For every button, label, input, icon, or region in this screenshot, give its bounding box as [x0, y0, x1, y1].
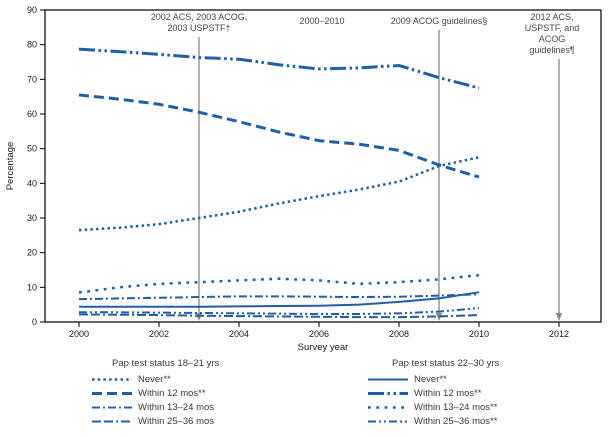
x-tick-label: 2010 — [469, 329, 489, 339]
annotation-2009-guidelines: 2009 ACOG guidelines§ — [390, 16, 488, 26]
x-tick-label: 2012 — [549, 329, 569, 339]
legend-group-18-21: Pap test status 18–21 yrs Never** Within … — [84, 358, 219, 428]
x-tick-label: 2008 — [389, 329, 409, 339]
legend-title-22-30: Pap test status 22–30 yrs — [392, 358, 500, 369]
y-tick-label: 70 — [27, 74, 37, 84]
y-tick-label: 60 — [27, 109, 37, 119]
x-tick-label: 2002 — [149, 329, 169, 339]
y-tick-label: 80 — [27, 40, 37, 50]
y-tick-label: 90 — [27, 5, 37, 15]
y-tick-label: 0 — [32, 317, 37, 327]
annotation-period-label: 2000–2010 — [299, 16, 345, 26]
legend-item-within-25-36-mos-22-30: Within 25–36 mos** — [360, 414, 499, 428]
y-tick-label: 10 — [27, 282, 37, 292]
legend-item-within-13-24-mos-22-30: Within 13–24 mos** — [360, 400, 499, 414]
legend-label: Within 25–36 mos — [138, 415, 215, 427]
legend-swatch-within-13-24-mos-22-30 — [360, 404, 408, 411]
legend-label: Within 12 mos** — [138, 387, 206, 399]
series-line-within-13-24-mos-22-30 — [78, 273, 480, 294]
guideline-arrow-2012 — [555, 313, 563, 321]
x-tick-label: 2006 — [309, 329, 329, 339]
legend-title-18-21: Pap test status 18–21 yrs — [112, 358, 220, 369]
legend-item-never-18-21: Never** — [84, 372, 219, 386]
legend-swatch-within-25-36-mos-18-21 — [84, 418, 132, 425]
y-tick-label: 50 — [27, 144, 37, 154]
y-axis-title: Percentage — [5, 142, 16, 191]
legend-swatch-never-22-30 — [360, 376, 408, 383]
series-line-within-25-36-mos-22-30 — [79, 307, 480, 316]
y-tick-label: 30 — [27, 213, 37, 223]
legend-swatch-within-12-mos-18-21 — [84, 390, 132, 397]
legend-swatch-within-12-mos-22-30 — [360, 390, 408, 397]
annotation-2012-guidelines: 2012 ACS, USPSTF, and ACOG guidelines¶ — [524, 12, 580, 55]
legend-items-22-30: Never** Within 12 mos** Within 13–24 mos**… — [360, 372, 499, 428]
legend-swatch-never-18-21 — [84, 376, 132, 383]
legend-item-within-12-mos-22-30: Within 12 mos** — [360, 386, 499, 400]
series-line-within-25-36-mos-18-21 — [78, 313, 480, 319]
series-line-never-18-21 — [78, 156, 480, 232]
legend-swatch-within-25-36-mos-22-30 — [360, 418, 408, 425]
series-line-never-22-30 — [79, 291, 480, 308]
x-tick-label: 2000 — [69, 329, 89, 339]
y-tick-label: 20 — [27, 248, 37, 258]
y-tick-label: 40 — [27, 178, 37, 188]
legend-label: Within 13–24 mos** — [414, 401, 498, 413]
series-line-within-13-24-mos-18-21 — [78, 293, 480, 301]
guideline-arrow-2003 — [195, 313, 203, 321]
legend-label: Never** — [414, 373, 447, 385]
x-axis-title: Survey year — [298, 342, 349, 353]
plot-border — [44, 9, 602, 323]
legend-item-within-25-36-mos-18-21: Within 25–36 mos — [84, 414, 219, 428]
legend-group-22-30: Pap test status 22–30 yrs Never** Within … — [360, 358, 499, 428]
series-line-within-12-mos-22-30 — [78, 47, 480, 90]
x-tick-label: 2004 — [229, 329, 249, 339]
legend-item-within-13-24-mos-18-21: Within 13–24 mos — [84, 400, 219, 414]
legend-label: Within 13–24 mos — [138, 401, 215, 413]
legend-label: Within 25–36 mos** — [414, 415, 498, 427]
legend-label: Within 12 mos** — [414, 387, 482, 399]
legend-item-within-12-mos-18-21: Within 12 mos** — [84, 386, 219, 400]
series-line-within-12-mos-18-21 — [78, 93, 480, 179]
annotation-2003-guidelines: 2002 ACS, 2003 ACOG, 2003 USPSTF† — [150, 12, 248, 33]
legend-label: Never** — [138, 373, 171, 385]
legend-item-never-22-30: Never** — [360, 372, 499, 386]
legend-items-18-21: Never** Within 12 mos** Within 13–24 mos Wi… — [84, 372, 219, 428]
legend-swatch-within-13-24-mos-18-21 — [84, 404, 132, 411]
